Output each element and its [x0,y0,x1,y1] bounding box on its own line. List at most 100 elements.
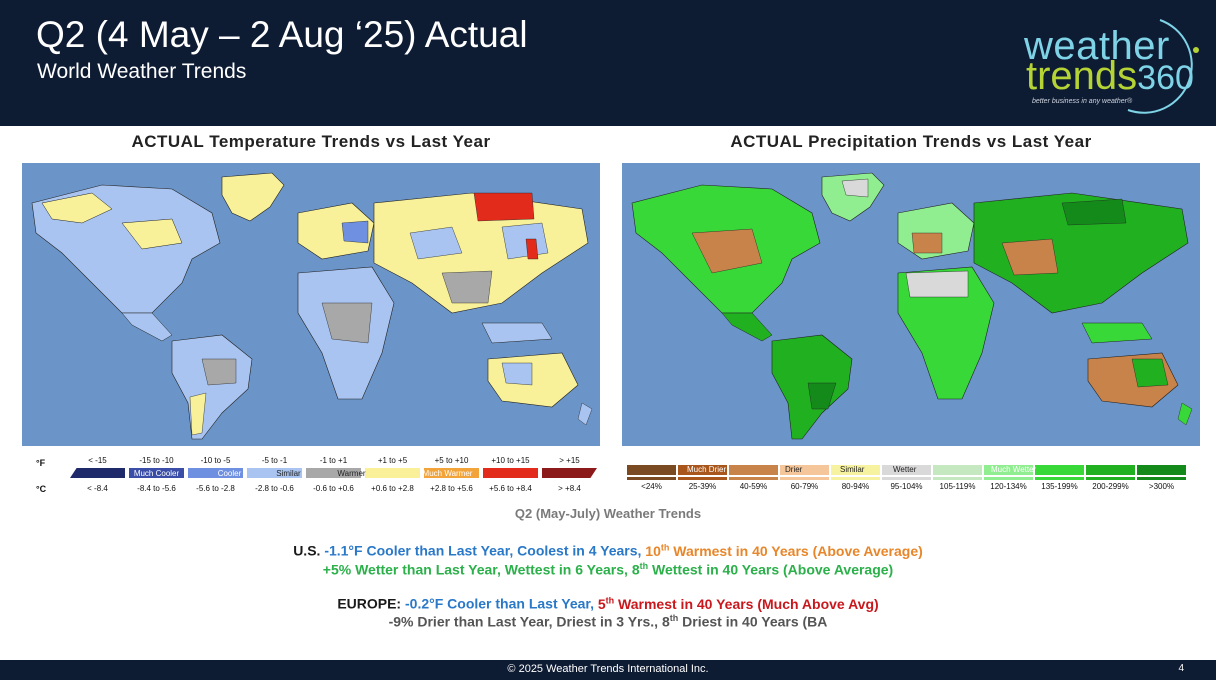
temp-legend-c-range: -0.6 to +0.6 [313,484,354,493]
precip-legend-swatch [933,465,982,475]
temp-legend-c-range: -5.6 to -2.8 [196,484,235,493]
us-precip-line: +5% Wetter than Last Year, Wettest in 6 … [322,561,894,578]
temp-legend-category: Much Cooler [133,469,180,478]
temp-legend-c-range: +5.6 to +8.4 [489,484,532,493]
precip-legend-swatch [1035,465,1084,475]
weather-trends-logo: weather trends360 better business in any… [1010,14,1206,118]
precipitation-legend: <24% 25-39% 40-59% 60-79% 80-94% 95-104% 105-1… [626,456,1188,496]
precip-legend-underline [1086,477,1135,480]
precip-legend-underline [780,477,829,480]
temp-legend-swatch [306,468,361,478]
summary-heading: Q2 (May-July) Weather Trends [514,506,702,521]
precip-legend-underline [984,477,1033,480]
temp-legend-f-range: +1 to +5 [377,456,408,465]
temp-legend-swatch [483,468,538,478]
temp-legend-c-range: -8.4 to -5.6 [137,484,176,493]
temp-legend-category: Cooler [217,469,242,478]
precip-legend-underline [831,477,880,480]
precip-legend-underline [1035,477,1084,480]
temp-legend-swatch [542,468,597,478]
precip-legend-swatch [780,465,829,475]
europe-temp-line: EUROPE: -0.2°F Cooler than Last Year, 5t… [0,595,1216,612]
precip-legend-category: Much Wetter [991,465,1037,474]
precip-legend-swatch [882,465,931,475]
temp-legend-swatch [424,468,479,478]
precip-legend-category: Wetter [893,465,917,474]
precip-legend-swatch [984,465,1033,475]
precip-legend-underline [678,477,727,480]
footer-bar: © 2025 Weather Trends International Inc.… [0,660,1216,680]
temperature-trends-map [22,163,600,446]
precip-legend-category: Much Drier [687,465,727,474]
precip-legend-range: <24% [641,482,662,491]
logo-circle-icon [1127,19,1199,114]
temp-legend-f-range: > +15 [559,456,580,465]
temp-legend-swatch [70,468,125,478]
temperature-legend: °F °C < -15 < -8.4 -15 to -10 -8.4 to -5.6 -… [32,456,602,496]
europe-precip-line: -9% Drier than Last Year, Driest in 3 Yr… [388,613,828,630]
europe-temp-rank: 5th Warmest in 40 Years (Much Above Avg) [597,595,879,612]
legend-unit-f: °F [36,458,46,468]
temp-legend-c-range: +0.6 to +2.8 [371,484,414,493]
europe-label: EUROPE: [337,595,402,612]
temp-legend-f-range: +10 to +15 [491,456,530,465]
temp-map-title: ACTUAL Temperature Trends vs Last Year [131,132,491,151]
legend-unit-c: °C [36,484,47,494]
temp-legend-swatch [365,468,420,478]
page-title: Q2 (4 May – 2 Aug ‘25) Actual [36,14,528,55]
temp-legend-f-range: -10 to -5 [200,456,231,465]
precip-legend-swatch [831,465,880,475]
temp-legend-swatch [247,468,302,478]
precip-legend-swatch [678,465,727,475]
temp-legend-category: Much Warmer [422,469,473,478]
precip-legend-category: Drier [785,465,803,474]
page-subtitle: World Weather Trends [37,60,247,83]
precip-legend-underline [882,477,931,480]
temp-legend-f-range: -15 to -10 [139,456,174,465]
precip-legend-range: 120-134% [990,482,1027,491]
us-temp-cool: -1.1°F Cooler than Last Year, Coolest in… [324,542,642,559]
precip-legend-range: 105-119% [939,482,976,491]
logo-word-trends: trends360 [1026,54,1194,98]
precip-legend-underline [933,477,982,480]
logo-tagline: better business in any weather® [1032,98,1133,105]
europe-temp-cool: -0.2°F Cooler than Last Year, [405,595,594,612]
precip-legend-underline [627,477,676,480]
logo-word-weather: weather [1024,24,1170,68]
us-temp-rank: 10th Warmest in 40 Years (Above Average) [645,542,923,559]
temp-legend-c-range: -2.8 to -0.6 [255,484,294,493]
precip-map-title: ACTUAL Precipitation Trends vs Last Year [730,132,1092,151]
precip-legend-category: Similar [840,465,865,474]
page-number: 4 [1178,663,1184,674]
temp-legend-f-range: +5 to +10 [434,456,469,465]
precip-legend-swatch [729,465,778,475]
precip-legend-underline [729,477,778,480]
copyright-text: © 2025 Weather Trends International Inc. [507,663,709,675]
temp-legend-swatch [129,468,184,478]
temp-legend-c-range: < -8.4 [87,484,108,493]
precip-legend-range: >300% [1148,482,1175,491]
temp-legend-c-range: +2.8 to +5.6 [430,484,473,493]
precip-legend-range: 25-39% [688,482,717,491]
temp-legend-f-range: -1 to +1 [319,456,348,465]
precip-legend-range: 95-104% [890,482,923,491]
precip-legend-swatch [1086,465,1135,475]
precip-legend-swatch [627,465,676,475]
precipitation-trends-map [622,163,1200,446]
precip-legend-range: 135-199% [1041,482,1078,491]
temp-legend-category: Warmer [337,469,366,478]
temp-legend-f-range: < -15 [88,456,107,465]
temp-legend-swatch [188,468,243,478]
precip-legend-range: 80-94% [841,482,870,491]
temp-legend-category: Similar [276,469,301,478]
temp-legend-f-range: -5 to -1 [261,456,288,465]
precip-legend-underline [1137,477,1186,480]
us-temp-line: U.S. -1.1°F Cooler than Last Year, Coole… [0,542,1216,559]
header-bar: Q2 (4 May – 2 Aug ‘25) Actual World Weat… [0,0,1216,126]
precip-legend-range: 200-299% [1092,482,1129,491]
temp-legend-c-range: > +8.4 [558,484,581,493]
precip-legend-range: 40-59% [739,482,768,491]
us-label: U.S. [293,542,321,559]
precip-legend-swatch [1137,465,1186,475]
precip-legend-range: 60-79% [790,482,819,491]
